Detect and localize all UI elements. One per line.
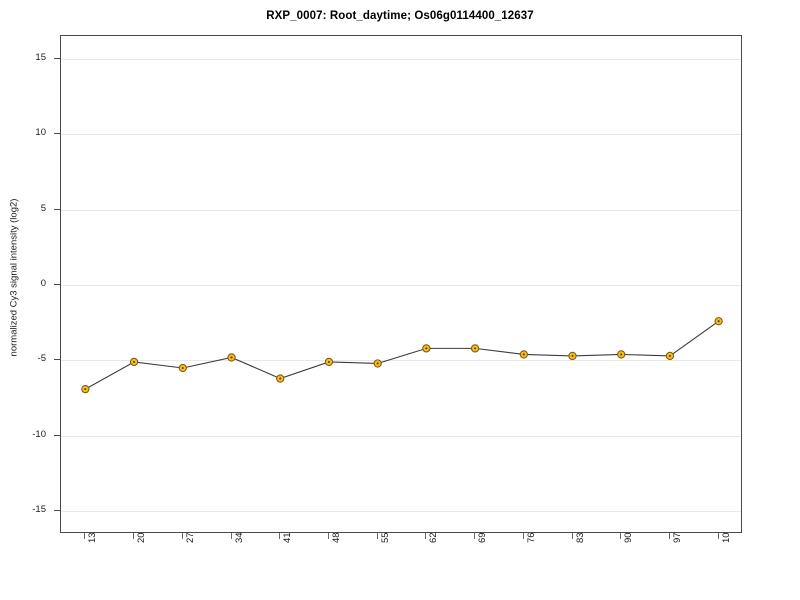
x-axis-tick-mark — [84, 533, 86, 539]
data-point-marker-core — [522, 353, 525, 356]
data-point-marker-core — [668, 354, 671, 357]
x-axis-tick-mark — [620, 533, 622, 539]
y-axis-tick-label: 10 — [35, 127, 46, 139]
chart-title: RXP_0007: Root_daytime; Os06g0114400_126… — [266, 10, 534, 22]
series-line-chart — [81, 317, 723, 394]
y-axis-tick-mark — [54, 359, 60, 361]
y-axis-tick-mark — [54, 208, 60, 210]
y-axis-tick-mark — [54, 284, 60, 285]
data-point-marker-core — [620, 353, 623, 356]
x-axis-tick-mark — [376, 533, 378, 539]
data-point-marker-core — [376, 362, 379, 365]
data-point-marker-core — [474, 347, 477, 350]
y-axis-tick-mark — [54, 133, 60, 135]
plot-area — [60, 35, 742, 533]
data-point-marker-core — [717, 320, 720, 323]
y-axis-tick-label: -10 — [32, 428, 46, 440]
data-point-marker-core — [327, 360, 330, 364]
y-axis-tick-mark — [54, 434, 60, 436]
y-axis-tick-label: -5 — [37, 353, 46, 365]
gridline — [61, 209, 741, 211]
x-axis-tick-mark — [668, 533, 670, 539]
x-axis-tick-mark — [230, 533, 232, 539]
data-point-marker-core — [84, 388, 87, 391]
series-line — [85, 320, 719, 390]
y-axis-tick-mark — [54, 57, 60, 59]
series-marker-group — [81, 317, 723, 394]
y-axis-tick-label: -15 — [32, 504, 46, 516]
x-axis-tick-mark — [571, 533, 573, 539]
x-axis-tick-mark — [717, 533, 719, 539]
gridline — [61, 134, 741, 136]
y-axis-tick-mark — [54, 510, 60, 512]
x-axis-tick-mark — [522, 533, 524, 539]
y-axis-tick-label: 15 — [35, 51, 46, 63]
data-point-marker-core — [230, 356, 233, 359]
x-axis-tick-mark — [133, 533, 135, 539]
gridline — [61, 360, 741, 362]
gridline — [61, 58, 741, 60]
x-axis-tick-mark — [474, 533, 476, 539]
y-axis-tick-label: 0 — [40, 278, 46, 289]
y-axis-tick-label: 5 — [40, 202, 46, 214]
data-point-marker-core — [425, 347, 428, 350]
data-point-marker-core — [181, 366, 184, 370]
gridline — [61, 435, 741, 437]
x-axis-tick-mark — [181, 533, 183, 539]
x-axis-tick-mark — [425, 533, 427, 539]
data-point-marker-core — [133, 360, 136, 364]
data-point-marker-core — [279, 377, 282, 380]
data-point-marker-core — [571, 354, 574, 357]
x-axis-tick-mark — [279, 533, 281, 539]
x-axis-tick-mark — [327, 533, 329, 539]
gridline — [61, 285, 741, 286]
gridline — [61, 511, 741, 513]
